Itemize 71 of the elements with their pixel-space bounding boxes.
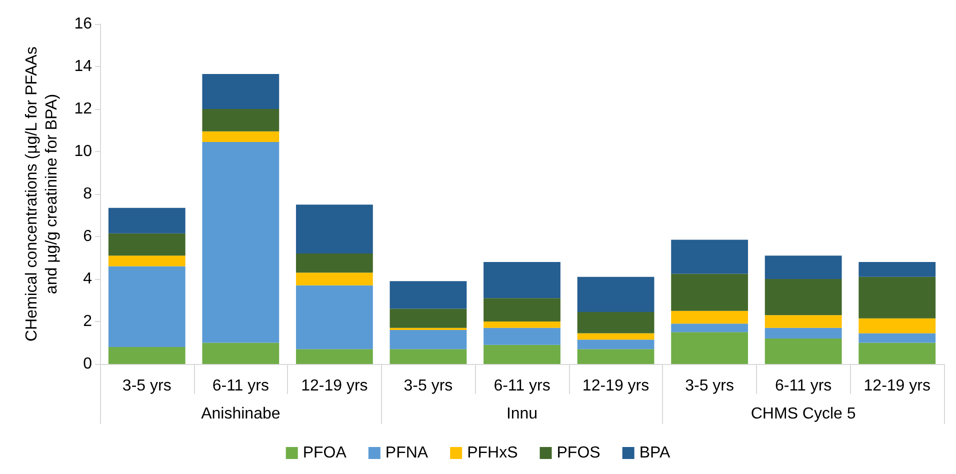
- y-tick-label: 6: [83, 228, 92, 245]
- bar: [577, 340, 654, 350]
- bar: [671, 332, 748, 364]
- bar: [671, 324, 748, 332]
- text: Innu: [506, 406, 538, 422]
- x-tick-label: 3-5 yrs: [685, 378, 734, 394]
- x-tick-label: 3-5 yrs: [404, 378, 453, 394]
- bar: [108, 208, 186, 234]
- bar: [108, 347, 186, 364]
- bar: [577, 312, 654, 334]
- y-tick-label: 16: [74, 16, 92, 32]
- bar: [390, 281, 467, 309]
- bar: [858, 262, 936, 277]
- bar: [202, 109, 280, 132]
- bar: [108, 233, 186, 256]
- y-tick-label: 0: [83, 356, 92, 372]
- bar: [108, 256, 186, 266]
- bar: [296, 204, 373, 254]
- x-tick-label: 6-11 yrs: [212, 378, 269, 394]
- bar: [858, 318, 936, 334]
- bar: [858, 333, 936, 343]
- bar: [764, 279, 842, 316]
- bar: [671, 310, 748, 324]
- y-tick-label: 2: [83, 313, 92, 330]
- bar: [296, 349, 373, 364]
- legend-label: PFNA: [385, 444, 428, 462]
- y-tick-label: 10: [74, 143, 92, 160]
- bar: [764, 256, 842, 279]
- bar: [764, 338, 842, 364]
- bar: [390, 349, 467, 364]
- bar: [671, 274, 748, 311]
- bar: [671, 240, 748, 274]
- bar: [390, 330, 467, 350]
- bar: [296, 272, 373, 286]
- legend-label: PFOS: [556, 444, 600, 462]
- x-tick-label: 6-11 yrs: [494, 378, 550, 394]
- bar: [202, 142, 280, 343]
- text: CHMS Cycle 5: [750, 406, 856, 422]
- y-tick-label: 4: [83, 270, 92, 288]
- x-tick-label: 12-19 yrs: [582, 378, 650, 394]
- bar: [577, 276, 654, 312]
- bar: [108, 266, 186, 347]
- bar: [577, 333, 654, 340]
- bar: [858, 342, 936, 364]
- bar: [484, 322, 560, 328]
- bar: [202, 131, 280, 142]
- bar: [858, 276, 936, 318]
- bar: [484, 298, 560, 322]
- bar: [577, 349, 654, 364]
- y-tick-label: 8: [83, 186, 92, 202]
- bar: [202, 74, 280, 109]
- y-axis-title: CHemical concentrations (µg/L for PFAAs and µg/g creatinine for BPA): [24, 46, 60, 342]
- bar: [296, 254, 373, 273]
- bar: [484, 262, 560, 298]
- x-tick-label: 6-11 yrs: [775, 378, 832, 394]
- legend-label: BPA: [639, 444, 670, 462]
- bar: [390, 308, 467, 328]
- text: Anishinabe: [201, 406, 280, 422]
- x-tick-label: 12-19 yrs: [301, 378, 368, 394]
- bar: [484, 344, 560, 364]
- y-tick-label: 14: [74, 58, 92, 75]
- x-tick-label: 12-19 yrs: [864, 378, 930, 394]
- bar: [296, 285, 373, 350]
- bar: [484, 328, 560, 345]
- bar: [764, 328, 842, 338]
- legend-label: PFHxS: [467, 444, 518, 462]
- legend-label: PFOA: [302, 444, 347, 462]
- bar: [202, 342, 280, 364]
- y-tick-label: 12: [74, 100, 92, 118]
- bar: [764, 315, 842, 328]
- x-tick-label: 3-5 yrs: [122, 378, 172, 394]
